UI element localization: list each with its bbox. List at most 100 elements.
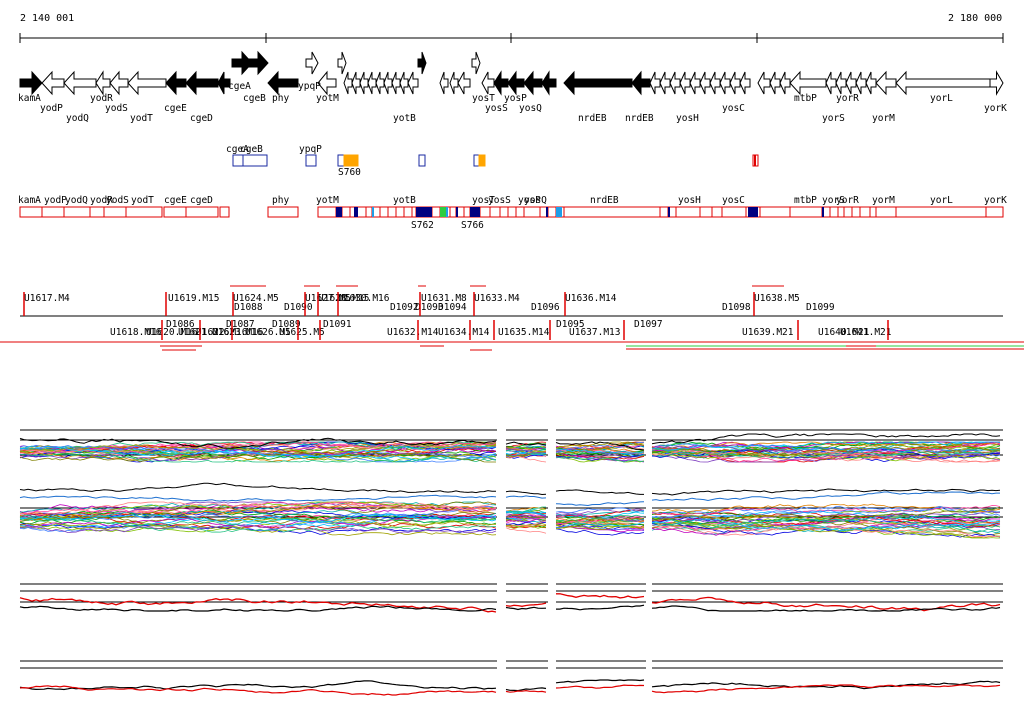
expression-trace <box>555 441 645 453</box>
expression-trace <box>505 687 547 692</box>
expression-trace <box>555 489 644 495</box>
expression-trace <box>651 521 1001 536</box>
expression-trace <box>651 441 1001 451</box>
annotation-label: S762 <box>411 220 434 231</box>
tu-label: U1623.M16 <box>212 327 264 338</box>
tu-label: U1638.M5 <box>754 293 800 304</box>
expression-trace <box>19 512 497 524</box>
gene-arrow <box>845 71 857 95</box>
annotation-box <box>63 206 91 218</box>
expression-trace <box>505 495 547 499</box>
annotation-box <box>89 206 105 218</box>
gene-arrow <box>391 71 401 95</box>
gene-arrow <box>63 70 97 96</box>
annotation-box <box>875 206 897 218</box>
tu-label: U1619.M15 <box>168 293 219 304</box>
gene-arrow <box>649 71 661 95</box>
annotation-box <box>365 206 373 218</box>
expression-trace <box>505 441 547 446</box>
tu-label: U1639.M21 <box>742 327 794 338</box>
expression-trace <box>19 605 497 612</box>
expression-trace <box>19 501 497 519</box>
tu-label: D1090 <box>284 302 313 313</box>
expression-trace <box>555 517 645 524</box>
annotation-box <box>721 206 747 218</box>
annotation-box <box>675 206 701 218</box>
annotation-box <box>659 206 669 218</box>
expression-trace <box>555 441 645 451</box>
gene-label: cgeD <box>190 113 213 124</box>
gene-arrow <box>343 71 353 95</box>
annotation-label: yorL <box>930 195 953 206</box>
annotation-box <box>395 206 405 218</box>
gene-arrow <box>523 70 543 96</box>
gene-arrow <box>317 70 337 96</box>
expression-trace <box>505 689 547 693</box>
expression-trace <box>651 442 1001 459</box>
gene-arrow <box>989 70 1004 96</box>
expression-trace <box>556 604 645 611</box>
annotation-box <box>317 206 337 218</box>
expression-trace <box>19 441 497 455</box>
expression-trace <box>19 597 497 613</box>
annotation-fill <box>456 207 458 217</box>
annotation-box <box>563 206 661 218</box>
gene-label: nrdEB <box>625 113 654 124</box>
annotation-label: kamA <box>18 195 41 206</box>
annotation-box <box>403 206 413 218</box>
expression-trace <box>651 446 1001 457</box>
expression-trace <box>555 520 645 526</box>
expression-trace <box>505 490 547 496</box>
expression-trace <box>651 518 1001 532</box>
gene-label: yotB <box>393 113 416 124</box>
gene-arrow <box>399 71 409 95</box>
ruler-end-label: 2 180 000 <box>948 13 1003 24</box>
cluster-label: cgeA <box>226 144 249 155</box>
tu-label: D1096 <box>531 302 560 313</box>
gene-arrow <box>417 51 427 75</box>
gene-arrow <box>375 71 385 95</box>
gene-arrow <box>739 71 751 95</box>
gene-arrow <box>449 71 459 95</box>
annotation-box <box>19 206 43 218</box>
expression-trace <box>555 453 645 463</box>
annotation-label: cgeD <box>190 195 213 206</box>
gene-labels: kamA yodP yodQ yodR yodS yodT cgeE cgeD … <box>18 81 1007 124</box>
annotation-fill <box>336 207 342 217</box>
annotation-box <box>843 206 853 218</box>
expression-trace <box>19 513 497 524</box>
annotation-box <box>379 206 389 218</box>
gene-arrow <box>699 71 711 95</box>
annotation-box <box>463 206 471 218</box>
gene-arrow <box>631 70 651 96</box>
gene-arrow <box>471 51 481 75</box>
gene-arrow <box>875 70 897 96</box>
annotation-fill <box>748 207 758 217</box>
tu-label: U1622.M16 <box>196 327 248 338</box>
cluster-label: ypqP <box>299 144 322 155</box>
expression-trace <box>555 516 645 529</box>
tu-label: D1099 <box>806 302 835 313</box>
annotation-fill <box>470 207 480 217</box>
gene-label: yodS <box>105 103 128 114</box>
annotation-box <box>507 206 517 218</box>
expression-trace <box>505 455 547 463</box>
tu-label: D1089 <box>272 319 301 330</box>
expression-trace <box>505 453 547 459</box>
expression-trace <box>505 514 547 519</box>
expression-trace <box>555 514 645 523</box>
expression-trace <box>19 501 497 523</box>
gene-arrow <box>689 71 701 95</box>
gene-arrow <box>669 71 681 95</box>
annotation-label: yosQ <box>524 195 547 206</box>
annotation-label: yorR <box>836 195 859 206</box>
gene-arrow <box>769 71 781 95</box>
cluster-label: S760 <box>338 167 361 178</box>
annotation-box <box>267 206 299 218</box>
gene-arrow <box>305 51 319 75</box>
annotation-fill <box>556 207 562 217</box>
annotation-fill <box>372 207 374 217</box>
gene-arrow <box>41 70 65 96</box>
cluster-label: cgeB <box>240 144 263 155</box>
